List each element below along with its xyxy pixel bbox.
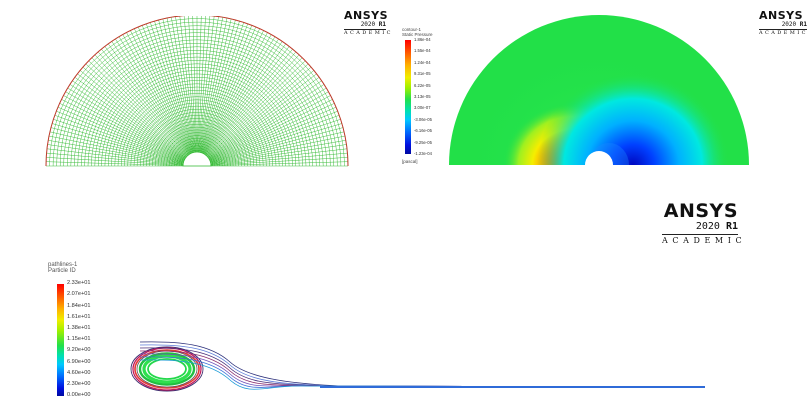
legend-tick-label: 1.55e-04 [414,48,431,54]
logo-rule [344,29,386,30]
legend-tick-label: 9.31e-05 [414,71,431,77]
legend-tick-label: 1.15e+01 [67,336,91,343]
logo-version: 2020 R1 [360,21,386,28]
mesh-grid-lines [45,16,349,167]
pathline [139,341,706,388]
logo-edition: ACADEMIC [344,30,393,36]
legend-tick-label: 6.90e+00 [67,358,91,365]
legend-tick-label: 2.30e+00 [67,381,91,387]
pathline [132,347,202,391]
logo-name: ANSYS [663,200,738,222]
pathline [138,352,196,386]
logo-edition: ACADEMIC [759,30,808,36]
pathlines-legend-title: pathlines-1 Particle ID [48,262,78,275]
legend-tick-label: 9.20e+00 [67,347,91,354]
pathline [139,353,706,388]
logo-version: 2020 R1 [695,221,738,232]
legend-tick-label: 1.84e+01 [67,302,91,309]
logo-rule [662,234,738,235]
contour-unit: [pascal] [402,159,418,164]
legend-tick-label: 4.60e+00 [67,369,91,376]
contour-tick-labels: 1.86e-04 1.55e-04 1.24e-04 9.31e-05 6.22e-05… [414,36,454,156]
pathlines-plot [130,341,706,392]
legend-tick-label: 2.33e+01 [67,280,91,287]
legend-tick-label: 6.22e-05 [414,82,431,88]
legend-tick-label: -9.25e-05 [414,139,432,145]
contour-colorbar [405,40,411,154]
pathline [134,349,200,389]
legend-tick-label: -3.06e-05 [414,116,432,122]
logo-version: 2020 R1 [781,21,807,28]
pathline [139,356,706,388]
legend-tick-label: 3.00e-07 [414,105,431,111]
logo-edition: ACADEMIC [662,236,747,245]
pathline [139,359,706,390]
legend-tick-label: 1.24e-04 [414,59,431,65]
pathline [147,358,187,380]
legend-tick-label: 1.86e-04 [414,36,431,42]
pathlines-tick-labels: 2.33e+01 2.07e+01 1.84e+01 1.61e+01 1.38e+01… [67,280,107,399]
legend-tick-label: 2.07e+01 [67,291,91,298]
contour-legend-title: contour-1 Static Pressure [402,27,433,37]
pathline [139,350,706,388]
pressure-contour-plot [449,15,749,165]
legend-tick-label: 1.38e+01 [67,325,91,331]
legend-tick-label: -6.16e-05 [414,128,432,134]
logo-name: ANSYS [344,9,389,22]
pathlines-colorbar [57,284,64,396]
ansys-logo-top-center: ANSYS 2020 R1 ACADEMIC [344,9,393,36]
legend-tick-label: 1.61e+01 [67,313,91,320]
logo-rule [759,29,807,30]
ansys-logo-bottom: ANSYS 2020 R1 ACADEMIC [662,200,747,245]
logo-name: ANSYS [759,9,804,22]
legend-tick-label: 3.13e-05 [414,93,431,99]
ansys-logo-top-right: ANSYS 2020 R1 ACADEMIC [759,10,807,36]
mesh-half-disk [45,16,349,167]
pathline [139,344,706,388]
legend-tick-label: -1.23e-04 [414,150,432,156]
pathline [142,354,192,384]
pathline [139,347,706,388]
legend-tick-label: 0.00e+00 [67,392,91,399]
